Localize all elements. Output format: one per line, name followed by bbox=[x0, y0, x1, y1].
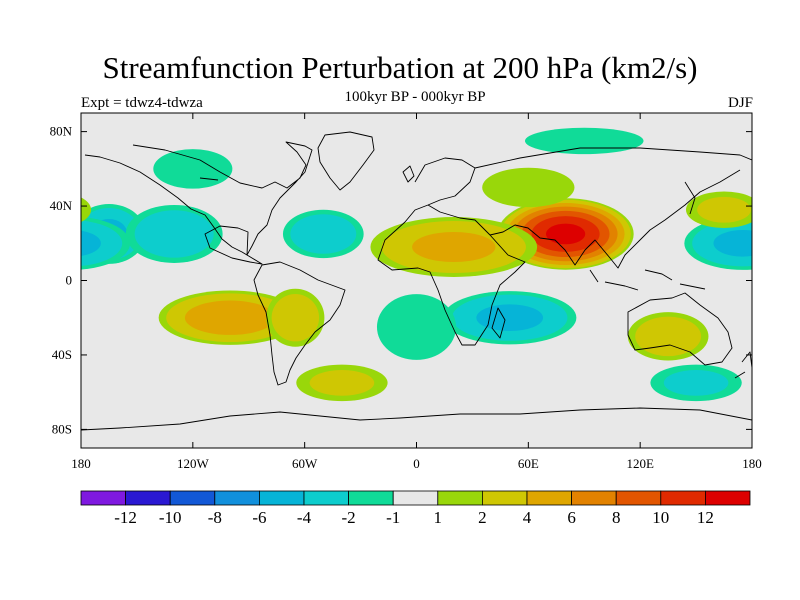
anomaly-contour-14 bbox=[309, 369, 375, 396]
anomaly-contour-7 bbox=[81, 220, 123, 266]
colorbar-label: 2 bbox=[478, 508, 487, 527]
colorbar-swatch bbox=[437, 490, 483, 506]
axis-ticks: 180 120W 60W 0 60E 120E 180 80N 40N 0 40S 80S bbox=[50, 113, 762, 471]
colorbar-swatch bbox=[258, 490, 305, 506]
lon-tick-label: 120W bbox=[177, 456, 210, 471]
colorbar-label: 1 bbox=[434, 508, 443, 527]
antarctica-coast bbox=[81, 407, 752, 431]
anomaly-contour-2 bbox=[184, 300, 276, 335]
lat-tick-label: 0 bbox=[66, 273, 73, 288]
lon-tick-label: 180 bbox=[71, 456, 91, 471]
colorbar-swatch bbox=[481, 490, 528, 506]
south-america-coast bbox=[253, 261, 346, 386]
anomaly-contour-11 bbox=[81, 197, 92, 223]
anomaly-contour-7 bbox=[713, 229, 752, 257]
colorbar-label: -1 bbox=[386, 508, 400, 527]
colorbar-swatch bbox=[392, 490, 439, 506]
asia-coast bbox=[474, 147, 752, 269]
anomaly-contour-1 bbox=[412, 232, 496, 262]
season-label: DJF bbox=[727, 95, 753, 111]
coastlines bbox=[81, 131, 752, 431]
new-zealand-coast bbox=[734, 351, 752, 379]
colorbar-swatch bbox=[80, 490, 126, 506]
anomaly-contour-10 bbox=[376, 294, 457, 360]
anomaly-contour-5 bbox=[134, 210, 214, 258]
colorbar-swatch bbox=[169, 490, 216, 506]
lat-tick-label: 40N bbox=[50, 198, 73, 213]
japan-coast bbox=[684, 181, 696, 215]
colorbar-label: -10 bbox=[159, 508, 182, 527]
figure-title: Streamfunction Perturbation at 200 hPa (… bbox=[102, 50, 698, 85]
anomaly-contour-4 bbox=[748, 221, 752, 247]
lon-tick-label: 180 bbox=[742, 456, 762, 471]
lat-tick-label: 80S bbox=[52, 421, 72, 436]
anomaly-contour-6 bbox=[290, 214, 357, 254]
colorbar-swatch bbox=[303, 490, 349, 506]
experiment-label: Expt = tdwz4-tdwza bbox=[81, 95, 203, 111]
madagascar-coast bbox=[491, 307, 506, 339]
colorbar-label: 4 bbox=[523, 508, 532, 527]
anomaly-contour-12 bbox=[482, 167, 575, 208]
lat-tick-label: 80N bbox=[50, 124, 73, 139]
colorbar-swatch bbox=[348, 490, 394, 506]
colorbar-label: -8 bbox=[208, 508, 222, 527]
colorbar-swatch bbox=[571, 490, 617, 506]
indonesia-islands bbox=[589, 269, 706, 291]
lat-tick-label: 40S bbox=[52, 347, 72, 362]
lon-tick-label: 60W bbox=[292, 456, 318, 471]
australia-coast bbox=[627, 292, 733, 366]
anomaly-contour-7 bbox=[81, 230, 101, 256]
anomaly-contour-13 bbox=[663, 369, 729, 396]
colorbar-label: -6 bbox=[252, 508, 266, 527]
anomaly-contour-0 bbox=[545, 223, 586, 245]
colorbar-swatch bbox=[125, 490, 171, 506]
anomaly-contour-3 bbox=[271, 294, 320, 342]
british-isles-coast bbox=[402, 165, 415, 183]
streamfunction-field bbox=[81, 113, 752, 448]
lon-tick-label: 60E bbox=[518, 456, 539, 471]
greenland-coast bbox=[317, 131, 375, 191]
anomaly-contour-16 bbox=[524, 127, 644, 155]
colorbar-label: 6 bbox=[567, 508, 576, 527]
anomaly-contour-11 bbox=[697, 196, 751, 223]
colorbar-label: 10 bbox=[652, 508, 669, 527]
colorbar-label: -4 bbox=[297, 508, 312, 527]
north-america-coast bbox=[84, 141, 313, 265]
colorbar-swatch bbox=[705, 490, 751, 506]
colorbar-swatch bbox=[526, 490, 572, 506]
europe-africa-coast bbox=[377, 157, 526, 346]
lon-tick-label: 120E bbox=[626, 456, 654, 471]
colorbar-label: -2 bbox=[342, 508, 356, 527]
figure-subtitle: 100kyr BP - 000kyr BP bbox=[344, 89, 486, 105]
anomaly-contour-9 bbox=[635, 316, 702, 357]
colorbar-swatch bbox=[214, 490, 260, 506]
colorbar-swatch bbox=[615, 490, 662, 506]
anomaly-contour-15 bbox=[153, 149, 233, 189]
lon-tick-label: 0 bbox=[413, 456, 420, 471]
colorbar-label: 12 bbox=[697, 508, 714, 527]
colorbar-swatch bbox=[660, 490, 706, 506]
colorbar: -12 -10 -8 -6 -4 -2 -1 1 2 4 6 8 10 12 bbox=[80, 490, 751, 527]
colorbar-label: 8 bbox=[612, 508, 621, 527]
colorbar-label: -12 bbox=[114, 508, 137, 527]
